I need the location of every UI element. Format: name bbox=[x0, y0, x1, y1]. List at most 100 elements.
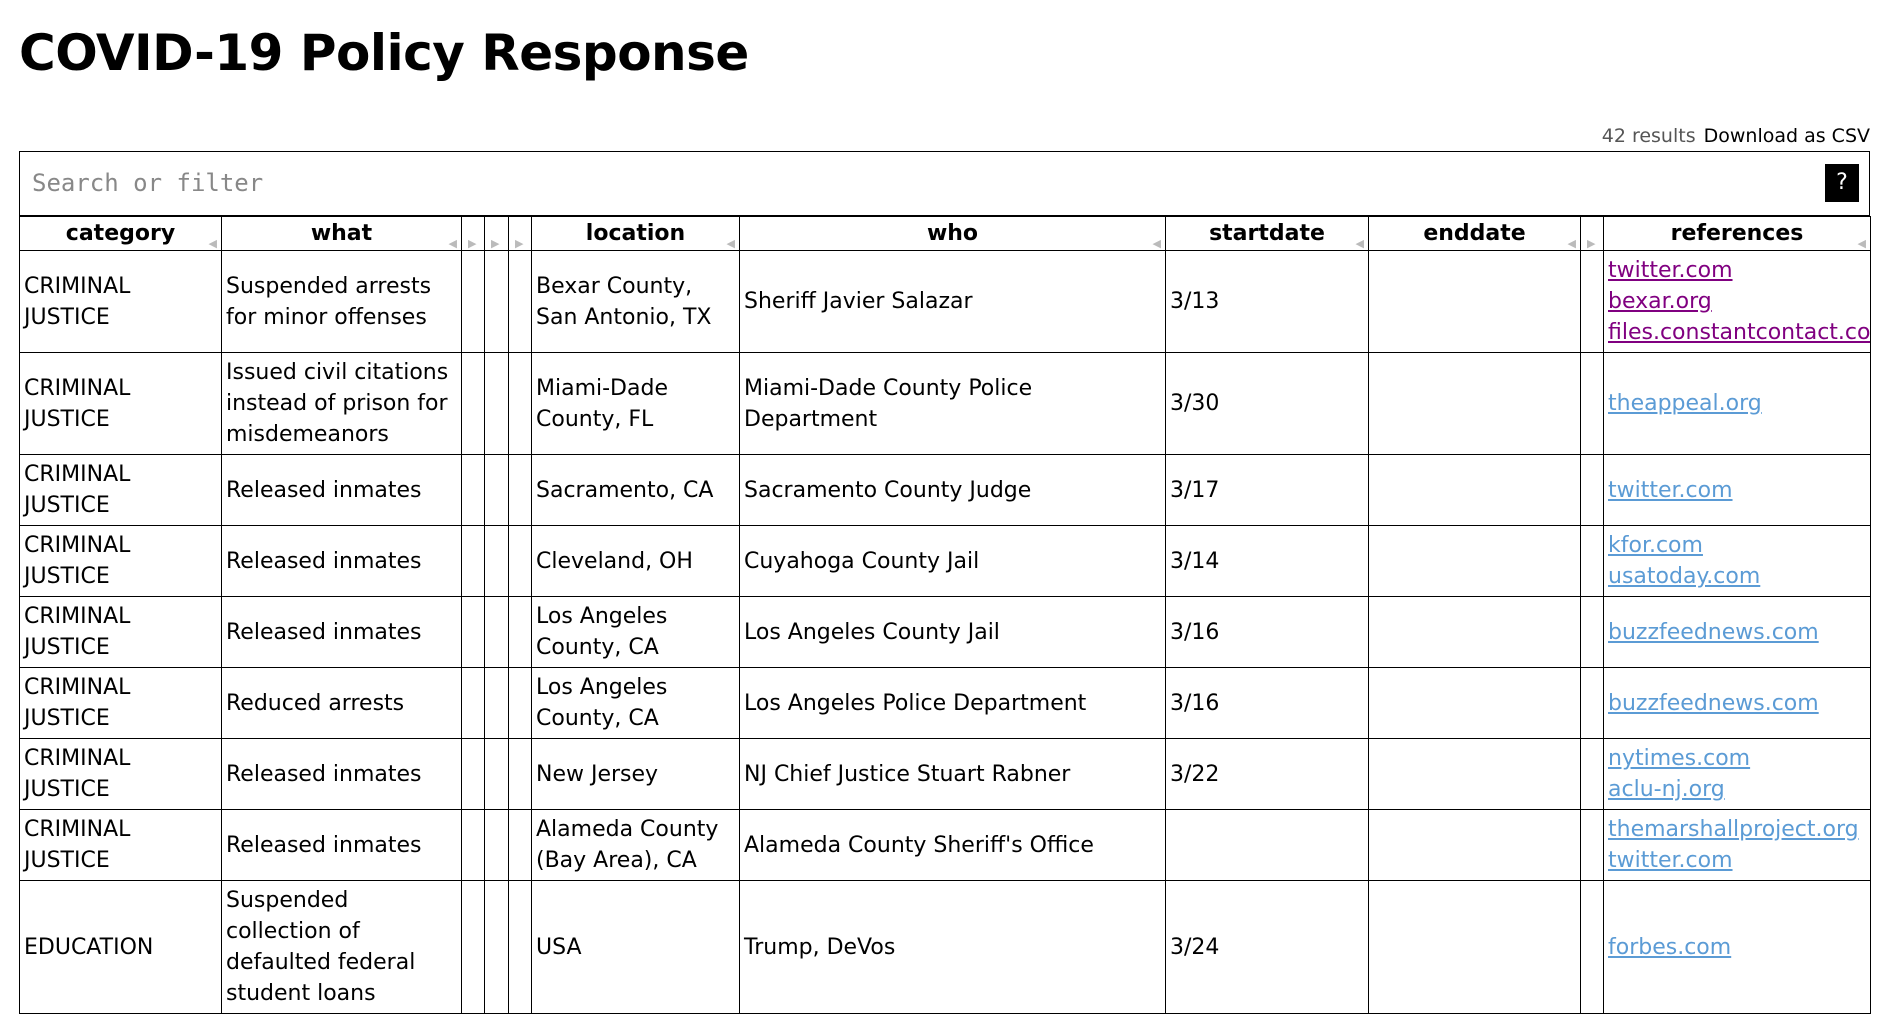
table-cell: Trump, DeVos bbox=[739, 880, 1166, 1014]
reference-link[interactable]: twitter.com bbox=[1608, 477, 1733, 503]
table-cell bbox=[1580, 596, 1604, 668]
table-cell: EDUCATION bbox=[19, 880, 222, 1014]
table-cell: theappeal.org bbox=[1603, 352, 1871, 455]
result-count: 42 results bbox=[1601, 125, 1696, 147]
table-cell: 3/14 bbox=[1165, 525, 1369, 597]
table-cell bbox=[484, 880, 509, 1014]
table-cell bbox=[508, 809, 532, 881]
table-cell: Cleveland, OH bbox=[531, 525, 740, 597]
table-cell bbox=[1368, 596, 1581, 668]
table-cell bbox=[461, 809, 485, 881]
table-cell: Sacramento, CA bbox=[531, 454, 740, 526]
table-cell: nytimes.com aclu-nj.org bbox=[1603, 738, 1871, 810]
table-cell: twitter.com bbox=[1603, 454, 1871, 526]
table-cell: Bexar County, San Antonio, TX bbox=[531, 250, 740, 353]
table-cell: Los Angeles County Jail bbox=[739, 596, 1166, 668]
table-cell: New Jersey bbox=[531, 738, 740, 810]
column-header[interactable]: who bbox=[739, 216, 1166, 251]
table-cell bbox=[484, 667, 509, 739]
table-cell: 3/16 bbox=[1165, 667, 1369, 739]
column-header[interactable]: location bbox=[531, 216, 740, 251]
reference-link[interactable]: theappeal.org bbox=[1608, 391, 1762, 416]
reference-link[interactable]: themarshallproject.org bbox=[1608, 817, 1859, 842]
table-cell bbox=[461, 667, 485, 739]
table-cell: kfor.com usatoday.com bbox=[1603, 525, 1871, 597]
table-cell bbox=[508, 596, 532, 668]
table-cell: 3/22 bbox=[1165, 738, 1369, 810]
table-row: CRIMINAL JUSTICE Released inmates Los Ange… bbox=[19, 596, 1871, 668]
table-row: CRIMINAL JUSTICE Reduced arrests Los Angel… bbox=[19, 667, 1871, 739]
reference-link[interactable]: usatoday.com bbox=[1608, 564, 1761, 589]
column-header[interactable]: startdate bbox=[1165, 216, 1369, 251]
table-cell: Released inmates bbox=[221, 809, 462, 881]
table-row: CRIMINAL JUSTICE Released inmates Alameda … bbox=[19, 809, 1871, 881]
table-cell bbox=[508, 352, 532, 455]
table-cell: Sheriff Javier Salazar bbox=[739, 250, 1166, 353]
reference-link[interactable]: files.constantcontact.com bbox=[1608, 320, 1871, 345]
reference-link[interactable]: aclu-nj.org bbox=[1608, 777, 1725, 802]
table-cell bbox=[508, 525, 532, 597]
table-cell bbox=[508, 454, 532, 526]
column-header[interactable]: references bbox=[1603, 216, 1871, 251]
table-cell: CRIMINAL JUSTICE bbox=[19, 525, 222, 597]
table-cell bbox=[1580, 880, 1604, 1014]
table-cell bbox=[1165, 809, 1369, 881]
table-cell: CRIMINAL JUSTICE bbox=[19, 250, 222, 353]
column-header[interactable]: what bbox=[221, 216, 462, 251]
table-cell: Issued civil citations instead of prison… bbox=[221, 352, 462, 455]
table-cell: CRIMINAL JUSTICE bbox=[19, 809, 222, 881]
table-cell bbox=[1580, 352, 1604, 455]
narrow-column-header bbox=[1580, 216, 1604, 251]
table-cell: CRIMINAL JUSTICE bbox=[19, 454, 222, 526]
table-cell: CRIMINAL JUSTICE bbox=[19, 738, 222, 810]
table-cell bbox=[508, 667, 532, 739]
reference-link[interactable]: buzzfeednews.com bbox=[1608, 690, 1819, 716]
table-cell: Cuyahoga County Jail bbox=[739, 525, 1166, 597]
reference-link[interactable]: twitter.com bbox=[1608, 848, 1733, 873]
reference-link[interactable]: twitter.com bbox=[1608, 258, 1733, 283]
search-placeholder: Search or filter bbox=[32, 169, 264, 197]
toolbar: 42 results Download as CSV bbox=[1602, 125, 1870, 147]
table-row: EDUCATION Suspended collection of default… bbox=[19, 880, 1871, 1014]
table-cell: Suspended arrests for minor offenses bbox=[221, 250, 462, 353]
table-cell bbox=[1368, 454, 1581, 526]
help-button[interactable]: ? bbox=[1825, 164, 1859, 202]
table-cell bbox=[461, 596, 485, 668]
table-row: CRIMINAL JUSTICE Issued civil citations i… bbox=[19, 352, 1871, 455]
table-cell bbox=[508, 738, 532, 810]
reference-link[interactable]: buzzfeednews.com bbox=[1608, 619, 1819, 645]
table-cell bbox=[1580, 250, 1604, 353]
reference-link[interactable]: forbes.com bbox=[1608, 934, 1732, 960]
search-box[interactable]: Search or filter ? bbox=[19, 151, 1870, 216]
column-header[interactable]: category bbox=[19, 216, 222, 251]
table-cell bbox=[508, 880, 532, 1014]
table-cell: Released inmates bbox=[221, 454, 462, 526]
table-cell bbox=[484, 809, 509, 881]
table-cell: Suspended collection of defaulted federa… bbox=[221, 880, 462, 1014]
table-cell bbox=[484, 250, 509, 353]
table-cell: Reduced arrests bbox=[221, 667, 462, 739]
table-cell: 3/24 bbox=[1165, 880, 1369, 1014]
reference-link[interactable]: nytimes.com bbox=[1608, 746, 1751, 771]
table-cell bbox=[461, 738, 485, 810]
table-cell: 3/30 bbox=[1165, 352, 1369, 455]
table-cell: buzzfeednews.com bbox=[1603, 667, 1871, 739]
narrow-column-header bbox=[461, 216, 485, 251]
table-cell: NJ Chief Justice Stuart Rabner bbox=[739, 738, 1166, 810]
table-cell bbox=[461, 525, 485, 597]
narrow-column-header bbox=[508, 216, 532, 251]
reference-link[interactable]: bexar.org bbox=[1608, 289, 1712, 314]
table-cell bbox=[508, 250, 532, 353]
table-cell: Los Angeles County, CA bbox=[531, 596, 740, 668]
table-cell: 3/13 bbox=[1165, 250, 1369, 353]
reference-link[interactable]: kfor.com bbox=[1608, 533, 1703, 558]
table-cell: buzzfeednews.com bbox=[1603, 596, 1871, 668]
table-cell bbox=[484, 525, 509, 597]
table-cell bbox=[1368, 667, 1581, 739]
table-cell: 3/16 bbox=[1165, 596, 1369, 668]
table-cell bbox=[461, 880, 485, 1014]
data-table: categorywhat locationwhostartdateenddate r… bbox=[19, 216, 1871, 1014]
column-header[interactable]: enddate bbox=[1368, 216, 1581, 251]
table-cell bbox=[1580, 525, 1604, 597]
download-csv[interactable]: Download as CSV bbox=[1703, 125, 1870, 147]
